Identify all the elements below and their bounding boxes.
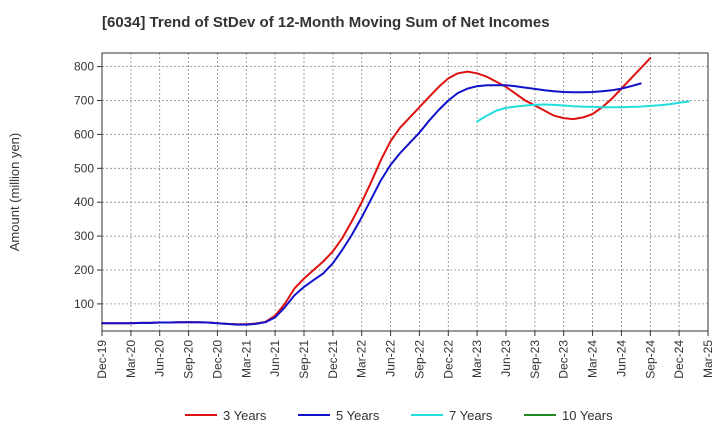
x-tick-label: Mar-20 (124, 340, 138, 378)
x-tick-label: Mar-23 (470, 340, 484, 378)
y-tick-label: 300 (74, 229, 94, 243)
x-tick-label: Mar-21 (239, 340, 253, 378)
x-tick-label: Sep-21 (297, 340, 311, 379)
y-axis-label: Amount (million yen) (7, 133, 22, 252)
x-tick-label: Jun-23 (499, 340, 513, 377)
x-tick-label: Sep-23 (528, 340, 542, 379)
x-tick-label: Sep-24 (643, 340, 657, 379)
grid-layer (102, 53, 708, 331)
y-axis: 100 200 300 400 500 600 700 800 (74, 60, 102, 311)
x-tick-label: Dec-22 (441, 340, 455, 379)
x-tick-label: Dec-19 (95, 340, 109, 379)
legend-label: 5 Years (336, 408, 380, 423)
x-tick-label: Jun-20 (153, 340, 167, 377)
legend: 3 Years 5 Years 7 Years 10 Years (185, 408, 613, 423)
y-tick-label: 600 (74, 127, 94, 141)
plot-area (102, 53, 708, 331)
x-tick-label: Jun-22 (384, 340, 398, 377)
series-line-5-years (101, 82, 642, 326)
plot-frame (101, 52, 709, 332)
x-tick-label: Mar-25 (701, 340, 715, 378)
x-tick-label: Dec-21 (326, 340, 340, 379)
x-tick-label: Sep-22 (412, 340, 426, 379)
y-tick-label: 400 (74, 195, 94, 209)
y-tick-label: 100 (74, 297, 94, 311)
series-layer (101, 57, 690, 326)
x-tick-label: Dec-23 (557, 340, 571, 379)
x-tick-label: Jun-24 (614, 340, 628, 377)
x-tick-label: Dec-20 (210, 340, 224, 379)
x-tick-label: Mar-22 (355, 340, 369, 378)
legend-label: 10 Years (562, 408, 613, 423)
x-tick-label: Mar-24 (586, 340, 600, 378)
y-tick-label: 700 (74, 94, 94, 108)
y-tick-label: 200 (74, 263, 94, 277)
legend-label: 7 Years (449, 408, 493, 423)
x-axis: Dec-19 Mar-20 Jun-20 Sep-20 Dec-20 Mar-21 Jun-… (95, 331, 715, 379)
x-tick-label: Dec-24 (672, 340, 686, 379)
x-tick-label: Sep-20 (182, 340, 196, 379)
y-tick-label: 800 (74, 60, 94, 74)
chart-title: [6034] Trend of StDev of 12-Month Moving… (102, 14, 550, 31)
x-tick-label: Jun-21 (268, 340, 282, 377)
y-tick-label: 500 (74, 161, 94, 175)
series-line-7-years (476, 100, 690, 123)
legend-label: 3 Years (223, 408, 267, 423)
